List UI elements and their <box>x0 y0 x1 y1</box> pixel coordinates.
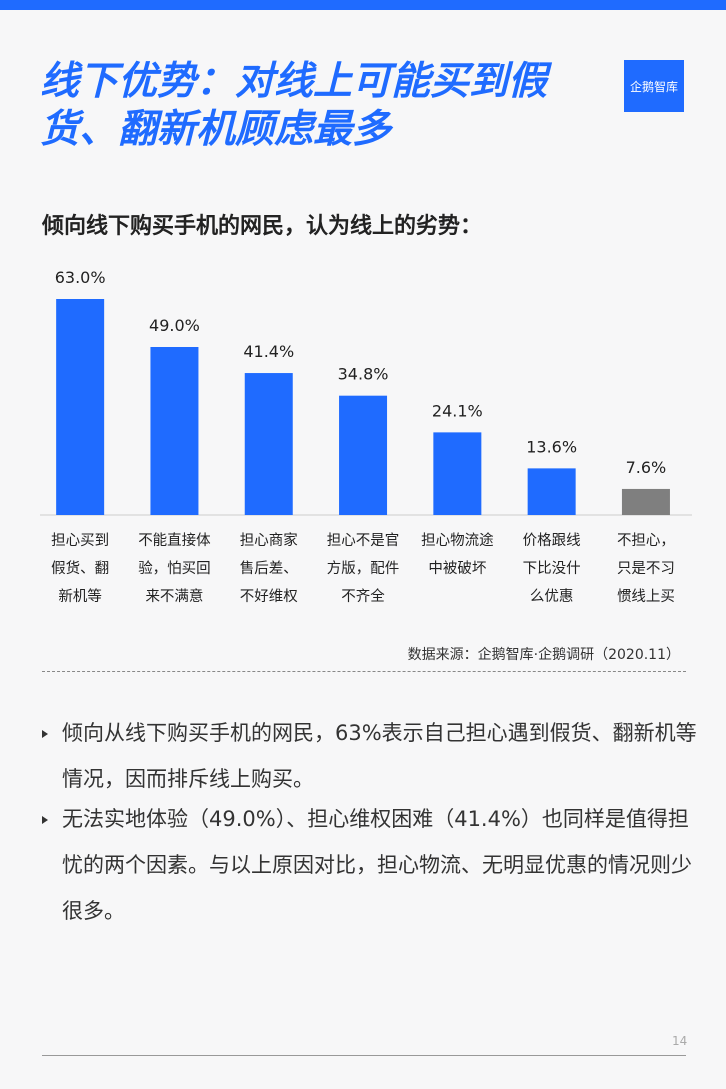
bar <box>527 468 576 515</box>
bar <box>433 432 482 515</box>
bar <box>56 299 105 515</box>
value-label: 49.0% <box>149 316 200 335</box>
page-title: 线下优势：对线上可能买到假货、翻新机顾虑最多 <box>40 59 548 152</box>
source-note: 数据来源：企鹅智库·企鹅调研（2020.11） <box>407 647 680 663</box>
bar <box>150 347 199 515</box>
value-label: 7.6% <box>626 458 667 477</box>
x-tick-label: 担心买到 假货、翻 新机等 <box>51 533 110 605</box>
chart-title: 倾向线下购买手机的网民，认为线上的劣势： <box>42 214 483 239</box>
bullet: 倾向从线下购买手机的网民，63%表示自己担心遇到假货、翻新机等情况，因而排斥线上… <box>42 710 698 802</box>
bullet: 无法实地体验（49.0%）、担心维权困难（41.4%）也同样是值得担忧的两个因素… <box>42 796 698 934</box>
value-label: 34.8% <box>338 365 389 384</box>
footer-line <box>42 1055 686 1056</box>
x-tick-label: 不担心， 只是不习 惯线上买 <box>616 533 675 605</box>
bar <box>621 488 670 515</box>
bar <box>339 395 388 515</box>
x-tick-label: 担心商家 售后差、 不好维权 <box>239 533 298 605</box>
divider <box>42 671 686 672</box>
top-bar <box>0 0 726 10</box>
value-label: 13.6% <box>526 437 577 456</box>
value-label: 24.1% <box>432 401 483 420</box>
bar <box>244 373 293 515</box>
value-label: 63.0% <box>55 268 106 287</box>
value-label: 41.4% <box>243 342 294 361</box>
page-number: 14 <box>672 1034 688 1048</box>
chart: 63.0% 49.0% 41.4% 34.8% 24.1% 13.6% 7.6% <box>40 268 692 516</box>
x-tick-label: 价格跟线 下比没什 么优惠 <box>522 533 581 605</box>
x-tick-label: 担心不是官 方版，配件 不齐全 <box>326 533 400 605</box>
x-tick-label: 不能直接体 验，怕买回 来不满意 <box>138 533 211 605</box>
logo: 企鹅智库 <box>624 60 684 112</box>
x-tick-label: 担心物流途 中被破坏 <box>421 533 494 577</box>
